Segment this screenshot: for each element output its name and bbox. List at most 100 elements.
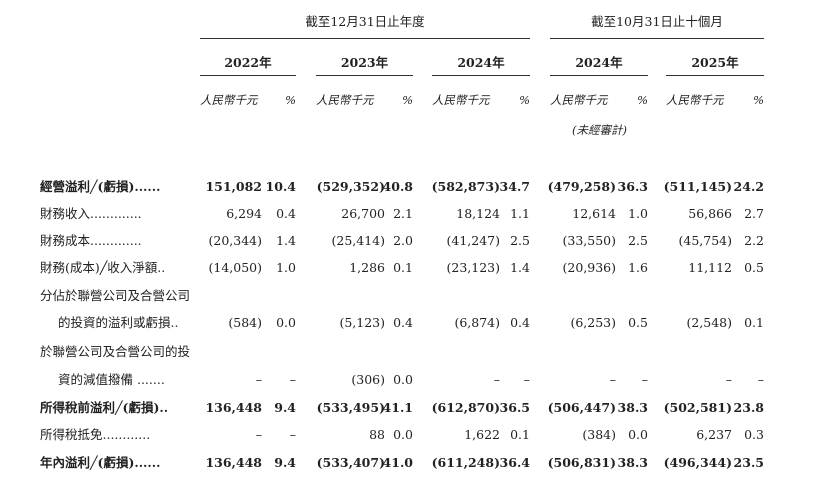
percent-cell: 1.4: [276, 233, 296, 248]
amount-cell: (33,550): [562, 233, 617, 248]
percent-cell: 1.4: [510, 260, 530, 275]
percent-cell: 0.1: [510, 427, 530, 442]
year-rule: [316, 75, 413, 76]
amount-cell: (584): [228, 315, 262, 330]
percent-cell: 41.0: [382, 455, 413, 470]
year-rule: [550, 75, 648, 76]
percent-cell: 23.5: [733, 455, 764, 470]
row-label: 於聯營公司及合營公司的投: [40, 344, 191, 359]
percent-cell: 24.2: [733, 179, 764, 194]
amount-cell: –: [255, 427, 262, 442]
percent-cell: 2.1: [393, 206, 413, 221]
percent-cell: 23.8: [733, 400, 764, 415]
percent-cell: 0.5: [628, 315, 648, 330]
amount-cell: –: [725, 372, 732, 387]
amount-cell: 151,082: [205, 179, 262, 194]
year-header: 2024年: [457, 55, 505, 70]
percent-cell: 36.3: [617, 179, 648, 194]
group-rule: [200, 38, 530, 39]
year-header: 2024年: [575, 55, 623, 70]
amount-cell: (14,050): [208, 260, 263, 275]
amount-cell: (533,495): [316, 400, 385, 415]
amount-cell: 11,112: [688, 260, 732, 275]
unit-amount: 人民幣千元: [316, 93, 374, 107]
year-header: 2023年: [340, 55, 389, 70]
amount-cell: (502,581): [663, 400, 732, 415]
amount-cell: 6,294: [226, 206, 262, 221]
row-label: 分佔於聯營公司及合營公司: [40, 288, 191, 303]
percent-cell: –: [757, 372, 764, 387]
amount-cell: (41,247): [446, 233, 501, 248]
amount-cell: 1,286: [349, 260, 385, 275]
year-rule: [666, 75, 764, 76]
percent-cell: 40.8: [382, 179, 413, 194]
percent-cell: 0.1: [393, 260, 413, 275]
percent-cell: 9.4: [274, 400, 296, 415]
amount-cell: (533,407): [316, 455, 385, 470]
group-rule: [550, 38, 764, 39]
amount-cell: –: [493, 372, 500, 387]
percent-cell: 0.4: [510, 315, 530, 330]
percent-cell: 1.0: [628, 206, 648, 221]
unit-percent: %: [519, 93, 530, 107]
unit-amount: 人民幣千元: [550, 93, 608, 107]
percent-cell: –: [289, 427, 296, 442]
amount-cell: (45,754): [678, 233, 733, 248]
unit-amount: 人民幣千元: [666, 93, 724, 107]
amount-cell: (23,123): [446, 260, 501, 275]
year-rule: [200, 75, 296, 76]
amount-cell: (479,258): [547, 179, 616, 194]
unit-percent: %: [402, 93, 413, 107]
percent-cell: –: [289, 372, 296, 387]
group-title: 截至12月31日止年度: [305, 14, 425, 29]
amount-cell: (496,344): [663, 455, 732, 470]
row-label: 所得稅抵免............: [40, 427, 151, 442]
row-label: 財務(成本)╱收入淨額..: [40, 260, 166, 275]
amount-cell: 136,448: [205, 400, 262, 415]
row-label: 的投資的溢利或虧損..: [58, 315, 179, 330]
amount-cell: (306): [351, 372, 385, 387]
percent-cell: 0.4: [393, 315, 413, 330]
amount-cell: (20,936): [562, 260, 617, 275]
percent-cell: –: [641, 372, 648, 387]
percent-cell: 0.0: [628, 427, 648, 442]
percent-cell: 2.5: [628, 233, 648, 248]
year-header: 2022年: [224, 55, 272, 70]
row-label: 年內溢利╱(虧損)......: [40, 455, 161, 470]
row-label: 資的減值撥備 .......: [58, 372, 165, 387]
amount-cell: (506,447): [547, 400, 616, 415]
row-label: 財務收入.............: [40, 206, 142, 221]
amount-cell: (20,344): [208, 233, 263, 248]
unit-percent: %: [285, 93, 296, 107]
amount-cell: (529,352): [316, 179, 385, 194]
percent-cell: 41.1: [382, 400, 413, 415]
amount-cell: 88: [369, 427, 385, 442]
percent-cell: 2.2: [744, 233, 764, 248]
percent-cell: 0.1: [744, 315, 764, 330]
group-title: 截至10月31日止十個月: [591, 14, 723, 29]
amount-cell: 12,614: [572, 206, 616, 221]
year-rule: [432, 75, 530, 76]
percent-cell: –: [523, 372, 530, 387]
percent-cell: 1.1: [510, 206, 530, 221]
amount-cell: (611,248): [431, 455, 500, 470]
amount-cell: (612,870): [431, 400, 500, 415]
amount-cell: 18,124: [456, 206, 500, 221]
amount-cell: (5,123): [339, 315, 385, 330]
amount-cell: (25,414): [331, 233, 386, 248]
percent-cell: 38.3: [617, 455, 648, 470]
percent-cell: 9.4: [274, 455, 296, 470]
percent-cell: 2.7: [744, 206, 764, 221]
percent-cell: 36.5: [499, 400, 530, 415]
amount-cell: (582,873): [431, 179, 500, 194]
amount-cell: (2,548): [686, 315, 732, 330]
amount-cell: 6,237: [696, 427, 732, 442]
percent-cell: 2.5: [510, 233, 530, 248]
amount-cell: (6,253): [570, 315, 616, 330]
amount-cell: 136,448: [205, 455, 262, 470]
percent-cell: 1.0: [276, 260, 296, 275]
year-header: 2025年: [691, 55, 739, 70]
row-label: 財務成本.............: [40, 233, 142, 248]
amount-cell: 26,700: [341, 206, 385, 221]
amount-cell: 56,866: [688, 206, 732, 221]
